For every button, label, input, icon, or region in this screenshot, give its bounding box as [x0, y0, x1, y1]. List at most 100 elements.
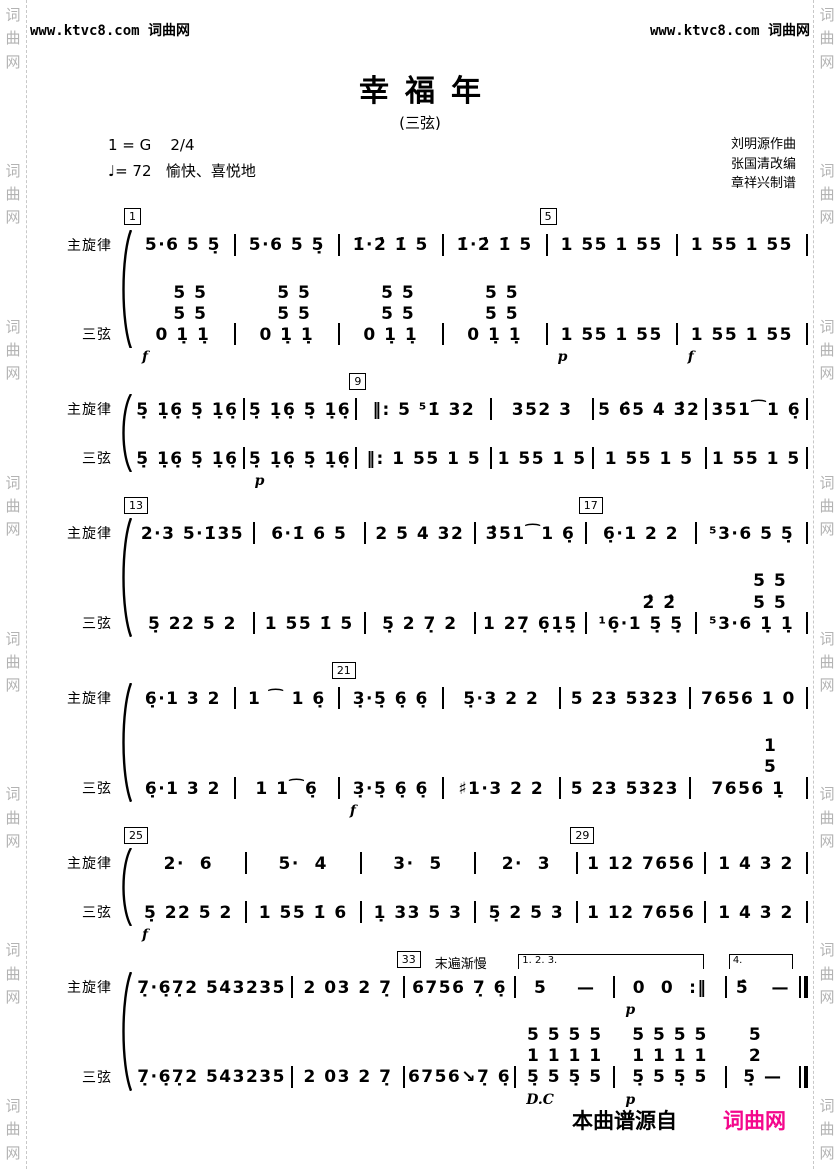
measure: 5 6̂5 4 3̂2	[594, 400, 705, 421]
part-row-sanxian: 三弦 5̣ 22 5 2 f 1 55 1̇ 6 1̣ 33 5 3 5̣ 2 5 3 1 …	[28, 900, 812, 943]
barline	[688, 687, 691, 709]
measure-notes: 2 03 2 7̣	[303, 1067, 393, 1088]
key-tempo-block: 1 = G 2/4 ♩= 72 愉快、喜悦地	[108, 133, 256, 194]
watermark-group: 词 曲 网	[5, 785, 21, 850]
dynamic-label: p	[254, 473, 265, 490]
dynamic-label: p	[557, 349, 568, 366]
barline	[244, 851, 247, 874]
score-meta: 1 = G 2/4 ♩= 72 愉快、喜悦地 刘明源作曲 张国清改编 章祥兴制谱	[28, 133, 812, 194]
watermark-group: 词 曲 网	[819, 161, 835, 227]
barline	[724, 975, 727, 998]
measure: 1 12 7656	[578, 903, 704, 924]
measure: 1 ⁀ 1 6̣	[236, 689, 338, 710]
barline	[584, 612, 587, 634]
measure: 7656 1 0	[691, 689, 806, 710]
measure-number-box: 21	[331, 661, 356, 679]
measure-notes: 5 23 5323	[570, 688, 679, 709]
measure: 1 55 1 5	[492, 449, 591, 470]
system-1: 主旋律 5·6 5 5̣ 1 5·6 5 5̣ 1̇·2̇ 1̇ 5 1̇·2̇ 1̇ 5…	[28, 208, 812, 365]
part-row-sanxian: 三弦 5̣ 1̣6̣ 5̣ 1̣6̣ 5̣ 1̣6̣ 5̣ 1̣6̣ p ‖: 1 55…	[28, 447, 812, 489]
system-brace-icon	[120, 393, 133, 473]
part-row-melody: 主旋律 2· 6 25 5· 4 3· 5 2· 3 1 12 7656 29 1 4 3 2	[28, 826, 812, 875]
barline	[441, 233, 444, 256]
measure-notes: 1 55 1 55	[690, 235, 793, 256]
watermark-group: 词 曲 网	[819, 941, 835, 1006]
barline	[474, 522, 477, 545]
measure: 1̇·2̇ 1̇ 5	[340, 235, 442, 256]
system-4: 主旋律 6̣·1 3 2 1 ⁀ 1 6̣ 3̣·5̣ 6̣ 6̣ 21 5̣·3 2 2…	[28, 661, 812, 819]
barline	[704, 398, 707, 421]
measure-notes: 5̂ —	[735, 977, 790, 998]
measure-notes: 1 55 1̇ 5	[264, 613, 354, 634]
measure-notes: 3̣·5̣ 6̣ 6̣	[352, 778, 429, 799]
barline	[337, 323, 340, 346]
watermark-group: 词 曲 网	[819, 473, 835, 539]
dynamic-label: f	[142, 349, 149, 366]
watermark-group: 词 曲 网	[5, 473, 21, 539]
measure: 2·3 5·1̇35 13	[124, 497, 253, 545]
measure: 5̣ 1̣6̣ 5̣ 1̣6̣ p	[245, 449, 356, 489]
barline	[695, 522, 698, 545]
measure-notes: 1 ⁀ 1 6̣	[247, 688, 326, 709]
part-row-sanxian: 三弦 6̣·1 3 2 1 1⁀6̣ 3̣·5̣ 6̣ 6̣ f ♯1·3 2 2 5 23…	[28, 736, 812, 819]
measure-notes: 5̣ 22 5 2	[143, 902, 233, 923]
measure-notes: 1̣ 33 5 3	[373, 902, 463, 923]
measure-notes: 5 —	[534, 977, 596, 998]
barline	[514, 1065, 517, 1088]
measure-notes: ♯1·3 2 2	[458, 778, 545, 799]
measure-number-box: 25	[124, 826, 148, 844]
footer-source-text: 本曲谱源自	[572, 1109, 677, 1133]
barline	[233, 323, 236, 346]
system-brace-icon	[120, 517, 133, 638]
measure-notes: 3̂51⁀1 6̣	[485, 524, 576, 544]
measure: 7̣·6̣7̣2 543235	[132, 1067, 291, 1088]
barline	[591, 447, 594, 470]
measure-notes: 1 5 7656 1̣	[711, 736, 786, 799]
instrument-subtitle: (三弦)	[399, 114, 441, 132]
measure: 1 55 1 55 f	[678, 325, 806, 365]
measure-notes: 1 12 7656	[587, 902, 696, 923]
watermark-group: 词 曲 网	[5, 317, 21, 383]
measure-notes: 6756 7̣ 6̣	[412, 977, 507, 998]
volta-bracket: 4.	[728, 953, 793, 969]
measure-notes: 1 55 1 55	[560, 325, 663, 345]
measure: 1 55 1 55	[678, 235, 806, 256]
watermark-group: 词 曲 网	[819, 6, 835, 71]
measure-notes: 5 2 5̣ —	[743, 1024, 783, 1088]
measure-notes: 5̣ 2 7̣ 2	[382, 613, 458, 634]
measure: 6̣·1 3 2	[132, 689, 234, 710]
barline	[591, 398, 594, 421]
dynamic-label: p	[625, 1091, 636, 1108]
measure: 1̣ 33 5 3	[362, 903, 475, 924]
barline	[233, 233, 236, 256]
measure-notes: 5̣ 1̣6̣ 5̣ 1̣6̣	[136, 400, 239, 420]
measure: 6̣·1 2 2 17	[578, 497, 696, 545]
dynamic-label: p	[625, 1001, 636, 1018]
measure-notes: 0 0 :‖	[632, 977, 708, 998]
barline	[558, 687, 561, 709]
measure-notes: 5· 4	[278, 853, 328, 874]
measure-notes: 5 5 5 5 0 1̣ 1̣	[155, 282, 211, 346]
part-label-sanxian: 三弦	[82, 327, 112, 344]
score-page: www.ktvc8.com 词曲网 www.ktvc8.com 词曲网 幸福年 …	[28, 0, 812, 1169]
tempo-marking: ♩= 72	[108, 161, 152, 180]
barline	[675, 233, 678, 256]
measure-notes: 7656 1 0	[701, 688, 796, 709]
measure: 5̣ 22 5 2 f	[132, 902, 245, 943]
measure: 5 5 5 5 0 1̣ 1̣	[340, 283, 442, 347]
barline	[805, 612, 808, 634]
measure: 5̂ — 4.	[727, 953, 799, 999]
measure: 3̂51⁀1 6̣	[476, 524, 585, 545]
measure: 5̣ 2 5 3	[476, 903, 576, 924]
measure-notes: ⁵3·6 5 5̣	[709, 524, 795, 544]
measure-notes: 2· 6	[163, 853, 214, 874]
barline	[695, 612, 698, 634]
barline	[704, 900, 707, 923]
barline	[805, 233, 808, 256]
part-row-melody: 主旋律 2·3 5·1̇35 13 6·1̇ 6 5 2 5 4 32 3̂51⁀1 6̣…	[28, 497, 812, 545]
footer-brand-text: 词曲网	[723, 1109, 786, 1133]
expression-marking: 愉快、喜悦地	[165, 161, 256, 180]
measure-notes: 5̣·3 2 2	[463, 688, 540, 709]
measure-notes: 5 5 5 5 1 1 1 1 5̣ 5 5̣ 5	[526, 1024, 603, 1088]
barline	[242, 398, 245, 421]
